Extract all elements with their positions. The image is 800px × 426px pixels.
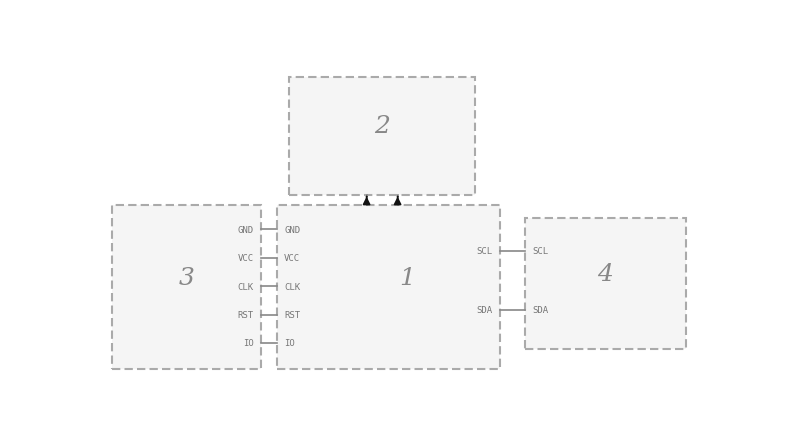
- Bar: [277, 205, 500, 369]
- Text: VCC: VCC: [284, 254, 300, 263]
- Text: VCC: VCC: [238, 254, 254, 263]
- Text: 3: 3: [179, 266, 194, 289]
- Bar: [525, 219, 686, 350]
- Text: CLK: CLK: [284, 282, 300, 291]
- Text: GND: GND: [284, 225, 300, 234]
- Bar: [112, 205, 262, 369]
- Text: 2: 2: [374, 115, 390, 138]
- Text: SCL: SCL: [532, 247, 548, 256]
- Text: SDA: SDA: [532, 306, 548, 315]
- Text: RST: RST: [284, 310, 300, 319]
- Text: IO: IO: [284, 339, 295, 348]
- Text: SDA: SDA: [476, 306, 493, 315]
- Text: GND: GND: [238, 225, 254, 234]
- Text: 1: 1: [399, 266, 415, 289]
- Text: RST: RST: [238, 310, 254, 319]
- Text: SCL: SCL: [476, 247, 493, 256]
- Text: CLK: CLK: [238, 282, 254, 291]
- Bar: [289, 78, 475, 196]
- Text: IO: IO: [243, 339, 254, 348]
- Text: 4: 4: [598, 263, 614, 286]
